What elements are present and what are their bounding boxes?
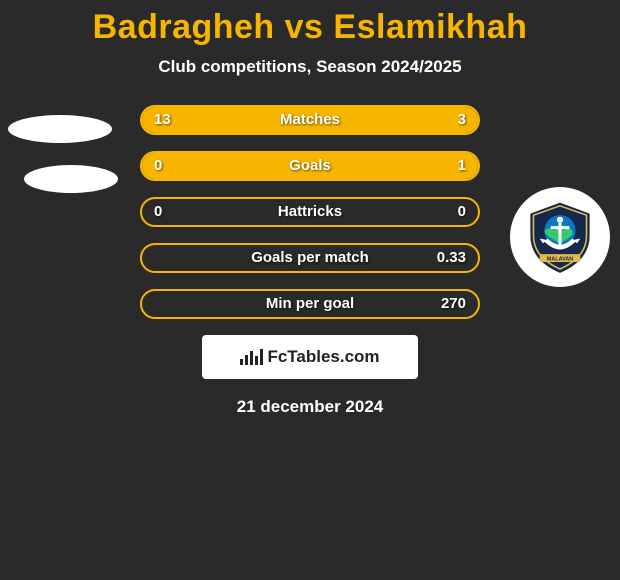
attribution-text: FcTables.com bbox=[267, 347, 379, 367]
stat-row: Goals per match0.33 bbox=[140, 243, 480, 273]
stat-value-right: 3 bbox=[458, 107, 466, 133]
stat-row: Min per goal270 bbox=[140, 289, 480, 319]
attribution-label: FcTables.com bbox=[240, 347, 379, 367]
stat-value-right: 0.33 bbox=[437, 245, 466, 271]
club-logo-right: MALAVAN bbox=[510, 187, 610, 287]
stat-value-right: 0 bbox=[458, 199, 466, 225]
comparison-content: MALAVAN 13Matches30Goals10Hattricks0Goal… bbox=[0, 105, 620, 417]
stat-row: 0Hattricks0 bbox=[140, 197, 480, 227]
club-logo-left-placeholder-2 bbox=[24, 165, 118, 193]
stats-list: 13Matches30Goals10Hattricks0Goals per ma… bbox=[140, 105, 480, 319]
stat-label: Min per goal bbox=[142, 291, 478, 317]
stat-value-right: 1 bbox=[458, 153, 466, 179]
footer-date: 21 december 2024 bbox=[0, 397, 620, 417]
club-logo-left-placeholder-1 bbox=[8, 115, 112, 143]
chart-bars-icon bbox=[240, 349, 263, 365]
attribution-box: FcTables.com bbox=[202, 335, 418, 379]
stat-label: Matches bbox=[142, 107, 478, 133]
page-subtitle: Club competitions, Season 2024/2025 bbox=[0, 57, 620, 77]
stat-row: 0Goals1 bbox=[140, 151, 480, 181]
svg-text:MALAVAN: MALAVAN bbox=[547, 256, 574, 262]
stat-label: Goals per match bbox=[142, 245, 478, 271]
stat-label: Goals bbox=[142, 153, 478, 179]
page-title: Badragheh vs Eslamikhah bbox=[0, 0, 620, 47]
stat-row: 13Matches3 bbox=[140, 105, 480, 135]
stat-label: Hattricks bbox=[142, 199, 478, 225]
anchor-badge-icon: MALAVAN bbox=[521, 198, 599, 276]
stat-value-right: 270 bbox=[441, 291, 466, 317]
